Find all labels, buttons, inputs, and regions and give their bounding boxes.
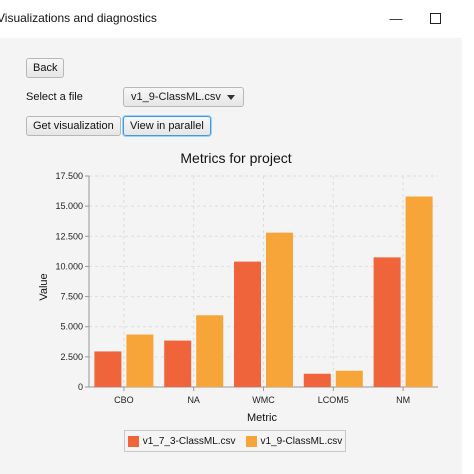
legend-swatch bbox=[245, 435, 257, 447]
y-tick-label: 10.000 bbox=[55, 261, 83, 271]
file-select[interactable]: v1_9-ClassML.csv bbox=[123, 87, 244, 107]
chevron-down-icon bbox=[227, 95, 235, 100]
y-tick-label: 0 bbox=[78, 382, 83, 392]
bar bbox=[303, 373, 331, 387]
get-visualization-button[interactable]: Get visualization bbox=[26, 116, 121, 136]
maximize-button[interactable] bbox=[423, 6, 447, 30]
chart-legend: v1_7_3-ClassML.csv v1_9-ClassML.csv bbox=[124, 430, 346, 452]
y-tick-label: 12.500 bbox=[55, 231, 83, 241]
x-tick-label: NA bbox=[187, 395, 200, 405]
legend-item: v1_7_3-ClassML.csv bbox=[127, 435, 236, 447]
legend-item: v1_9-ClassML.csv bbox=[245, 435, 343, 447]
legend-label: v1_7_3-ClassML.csv bbox=[142, 435, 236, 447]
bar bbox=[164, 340, 192, 387]
file-select-value: v1_9-ClassML.csv bbox=[131, 91, 221, 103]
maximize-icon bbox=[429, 12, 441, 24]
x-tick-label: CBO bbox=[114, 395, 134, 405]
minimize-button[interactable]: — bbox=[384, 6, 408, 30]
minimize-icon: — bbox=[389, 10, 403, 26]
title-bar: Visualizations and diagnostics — bbox=[0, 0, 474, 38]
bar bbox=[196, 315, 224, 387]
view-in-parallel-button[interactable]: View in parallel bbox=[123, 116, 211, 136]
bar bbox=[234, 261, 261, 387]
bar bbox=[335, 370, 363, 387]
y-tick-label: 5.000 bbox=[60, 322, 83, 332]
bar bbox=[373, 257, 401, 387]
y-tick-label: 15.000 bbox=[55, 201, 83, 211]
legend-swatch bbox=[127, 435, 139, 447]
window-client-area bbox=[0, 38, 462, 474]
x-tick-label: LCOM5 bbox=[318, 395, 349, 405]
bar bbox=[126, 334, 154, 387]
back-button[interactable]: Back bbox=[26, 58, 65, 78]
x-tick-label: NM bbox=[396, 395, 410, 405]
select-file-label: Select a file bbox=[26, 91, 83, 103]
x-tick-label: WMC bbox=[252, 395, 275, 405]
y-axis-label: Value bbox=[38, 273, 50, 300]
bar-chart: Metrics for project 0 2.500 5.000 7.500 10.0… bbox=[38, 150, 438, 424]
bar bbox=[94, 351, 122, 387]
legend-label: v1_9-ClassML.csv bbox=[260, 435, 343, 447]
y-tick-label: 17.500 bbox=[55, 171, 83, 181]
y-tick-label: 2.500 bbox=[60, 352, 83, 362]
y-tick-label: 7.500 bbox=[60, 292, 83, 302]
bar bbox=[405, 196, 433, 387]
bar bbox=[266, 232, 293, 387]
chart-title: Metrics for project bbox=[180, 150, 291, 166]
window-edge bbox=[462, 38, 474, 474]
window-title: Visualizations and diagnostics bbox=[0, 11, 157, 25]
x-axis-label: Metric bbox=[247, 412, 277, 424]
